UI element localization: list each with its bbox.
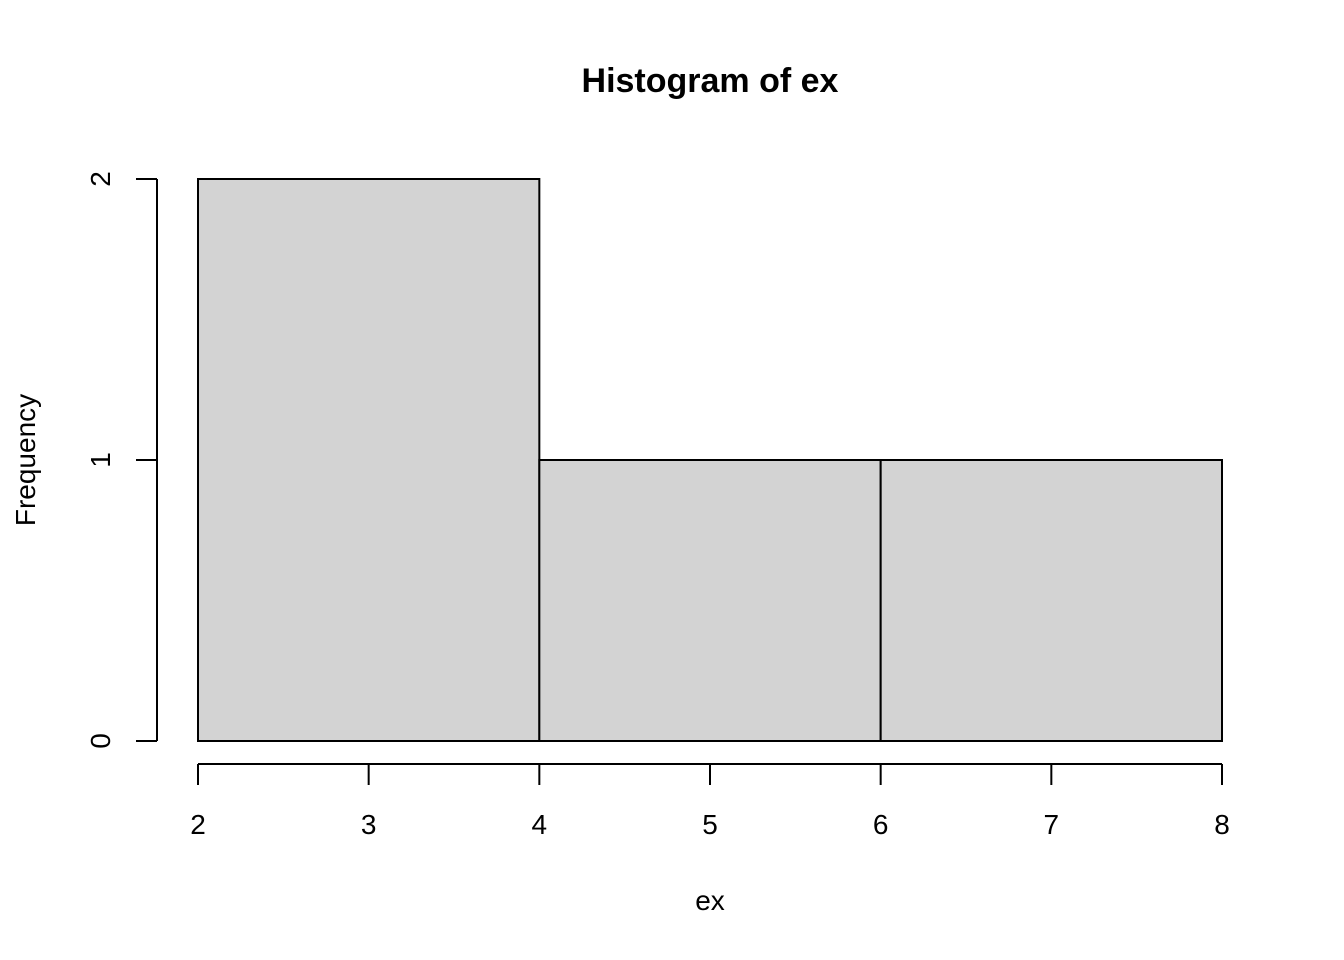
histogram-bar-6-8 xyxy=(879,459,1224,742)
x-axis: 2 3 4 5 6 7 8 xyxy=(190,763,1230,840)
histogram-bar-4-6 xyxy=(538,459,882,742)
y-tick-label: 2 xyxy=(85,171,116,187)
y-tick-label: 0 xyxy=(85,733,116,749)
x-tick-label: 4 xyxy=(532,809,548,840)
x-tick-label: 3 xyxy=(361,809,377,840)
chart-title: Histogram of ex xyxy=(582,62,839,100)
x-tick-label: 6 xyxy=(873,809,889,840)
y-tick-label: 1 xyxy=(85,452,116,468)
x-tick-label: 8 xyxy=(1214,809,1230,840)
x-axis-label: ex xyxy=(695,885,725,916)
bars-group xyxy=(197,178,1224,742)
y-axis-label: Frequency xyxy=(10,394,41,526)
x-tick-label: 2 xyxy=(190,809,206,840)
y-axis: 0 1 2 xyxy=(85,171,158,749)
x-tick-label: 7 xyxy=(1044,809,1060,840)
x-tick-label: 5 xyxy=(702,809,718,840)
histogram-bar-2-4 xyxy=(197,178,541,742)
